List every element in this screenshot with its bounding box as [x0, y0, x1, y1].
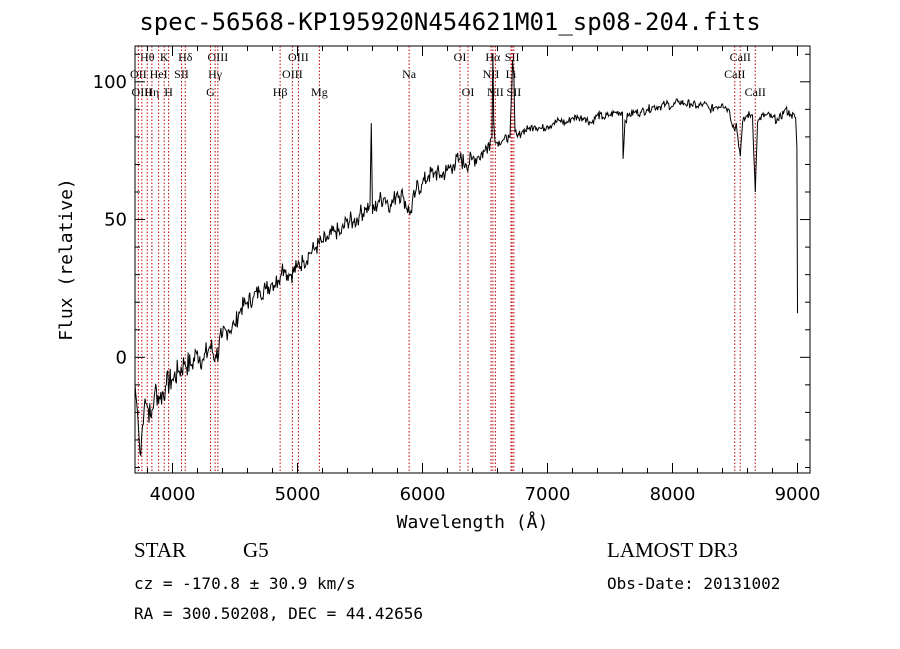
line-marker-label: Na: [402, 67, 417, 81]
coordinates: RA = 300.50208, DEC = 44.42656: [134, 604, 423, 623]
line-marker-label: Hθ: [140, 50, 155, 64]
spectrum-line: [134, 54, 798, 457]
observation-date: Obs-Date: 20131002: [607, 574, 781, 593]
line-marker-label: Hη: [144, 85, 159, 99]
line-marker-label: Hγ: [208, 67, 223, 81]
spectral-subclass: G5: [243, 538, 269, 562]
x-tick-label: 4000: [150, 484, 196, 505]
survey-name: LAMOST DR3: [607, 538, 738, 562]
line-marker-label: NII: [483, 67, 500, 81]
y-axis-label: Flux (relative): [56, 178, 77, 341]
line-marker-label: OIII: [288, 50, 309, 64]
line-marker-label: OII: [130, 67, 147, 81]
line-marker-label: NII: [487, 85, 504, 99]
y-tick-label: 0: [116, 347, 127, 368]
x-tick-label: 6000: [400, 484, 446, 505]
line-marker-label: Li: [506, 67, 517, 81]
line-marker-label: CaII: [724, 67, 745, 81]
line-marker-label: OI: [454, 50, 467, 64]
chart-title: spec-56568-KP195920N454621M01_sp08-204.f…: [139, 8, 761, 36]
line-marker-label: SII: [505, 50, 520, 64]
line-marker-label: OIII: [282, 67, 303, 81]
line-marker-label: HeI: [150, 67, 168, 81]
line-marker-label: SII: [174, 67, 189, 81]
object-class: STAR: [134, 538, 186, 562]
line-marker-label: CaII: [745, 85, 766, 99]
line-marker-label: G: [206, 85, 215, 99]
line-marker-label: OI: [462, 85, 475, 99]
line-marker-label: Hδ: [178, 50, 193, 64]
x-tick-label: 7000: [525, 484, 571, 505]
y-tick-label: 50: [104, 210, 127, 231]
line-marker-label: OIII: [132, 85, 153, 99]
y-tick-label: 100: [93, 72, 127, 93]
redshift-cz: cz = -170.8 ± 30.9 km/s: [134, 574, 356, 593]
line-marker-label: CaII: [730, 50, 751, 64]
line-marker-label: OIII: [208, 50, 229, 64]
x-axis-label: Wavelength (Å): [397, 511, 549, 533]
line-marker-label: K: [160, 50, 169, 64]
plot-frame: [134, 45, 811, 474]
x-tick-label: 8000: [650, 484, 696, 505]
line-marker-label: Mg: [311, 85, 328, 99]
x-tick-label: 5000: [275, 484, 321, 505]
line-marker-label: Hβ: [273, 85, 288, 99]
x-tick-label: 9000: [775, 484, 821, 505]
line-marker-label: H: [164, 85, 173, 99]
